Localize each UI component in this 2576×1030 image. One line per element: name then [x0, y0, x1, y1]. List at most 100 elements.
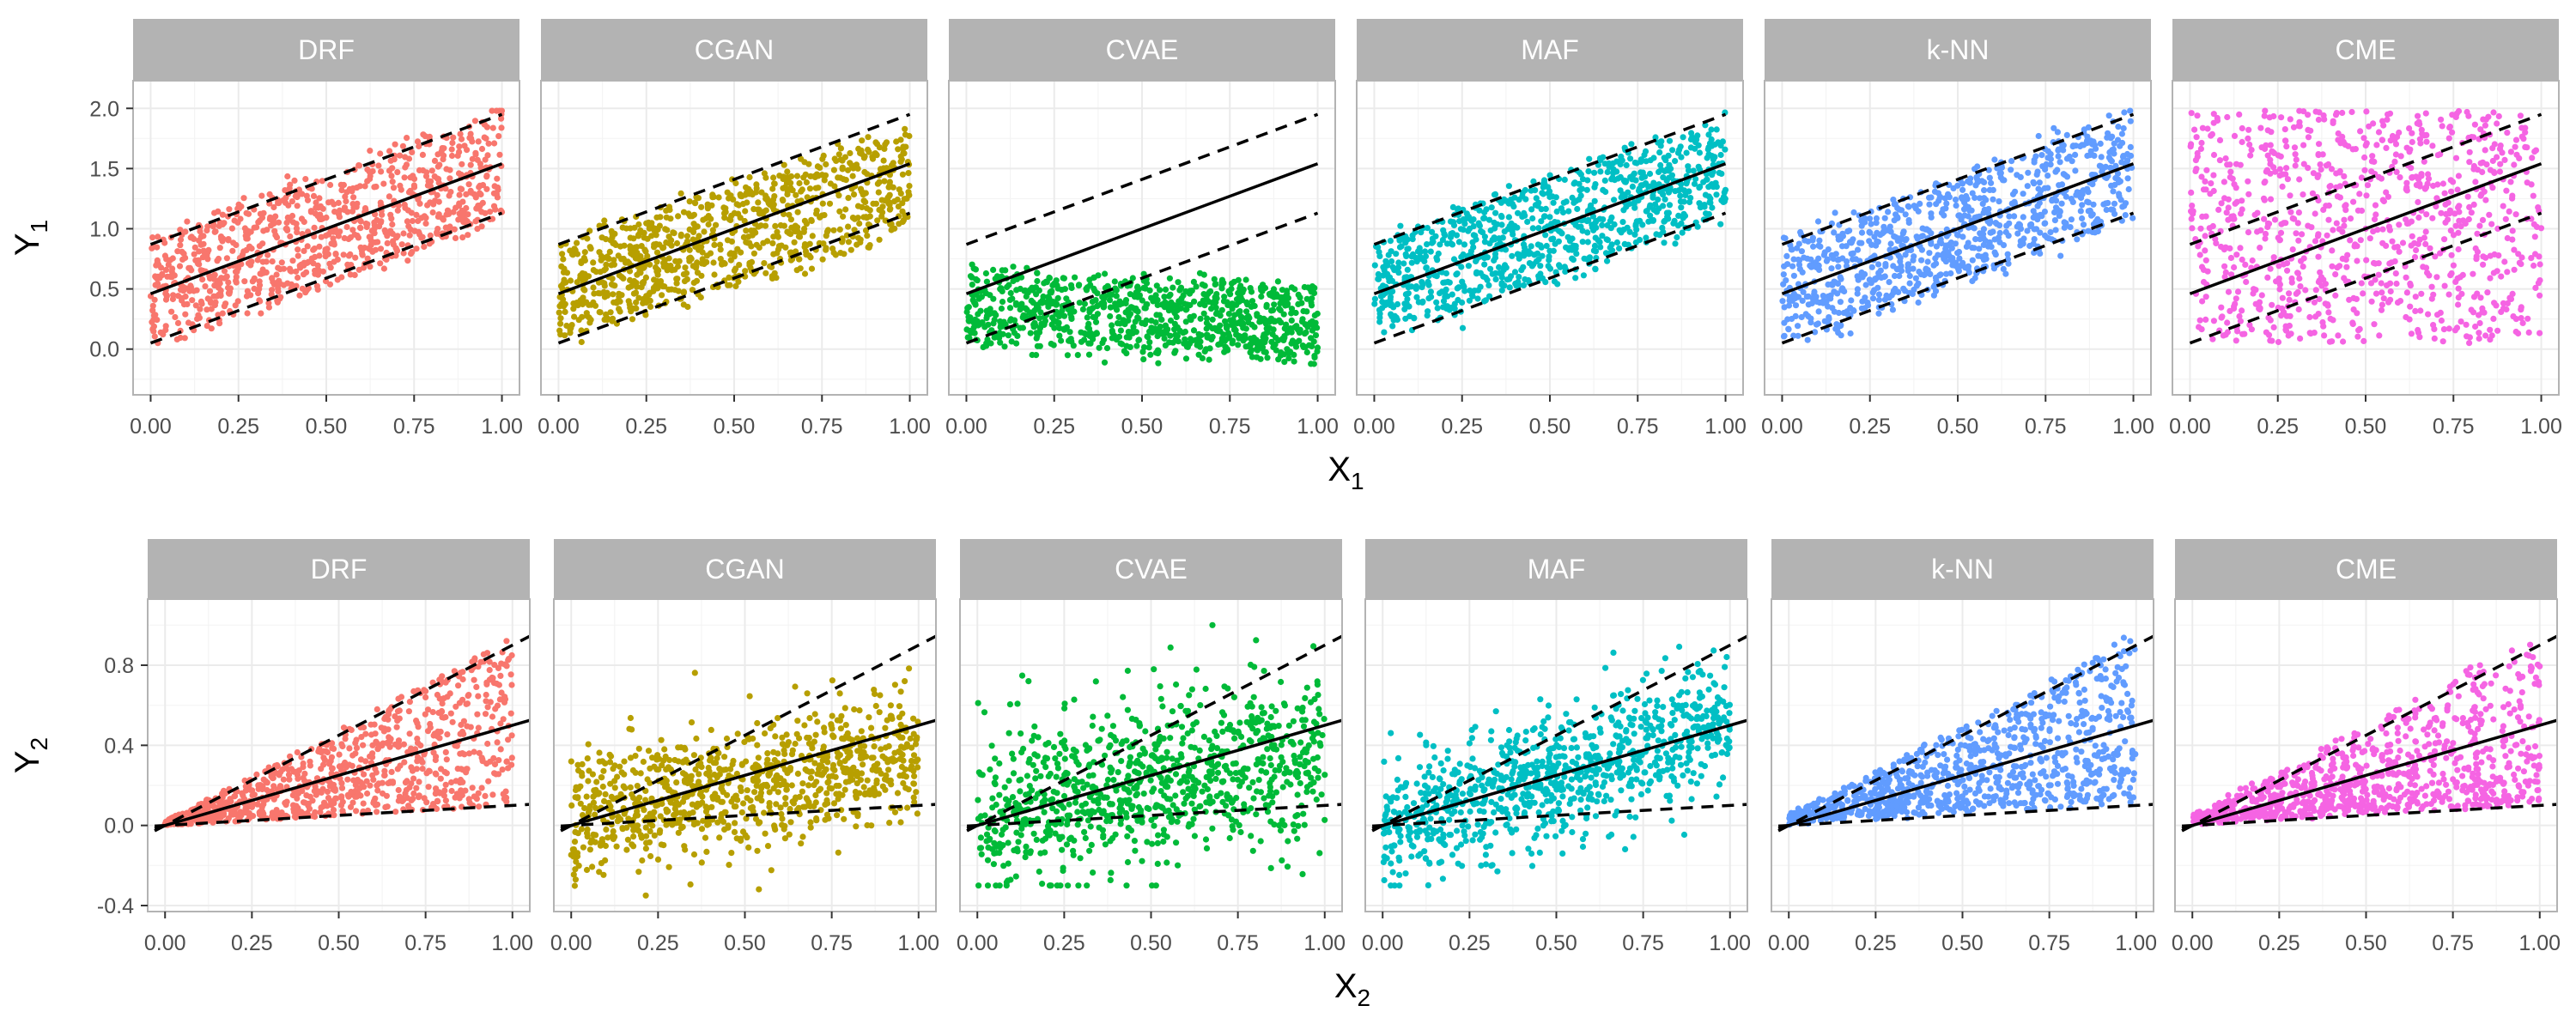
data-point	[686, 246, 693, 253]
data-point	[491, 140, 498, 147]
data-point	[1034, 270, 1041, 276]
data-point	[1171, 302, 1178, 309]
data-point	[1458, 264, 1465, 270]
data-point	[2080, 221, 2087, 228]
data-point	[2084, 198, 2091, 205]
data-point	[1719, 138, 1726, 145]
data-point	[1380, 264, 1387, 270]
data-point	[1792, 302, 1800, 309]
data-point	[1506, 276, 1513, 282]
data-point	[2125, 185, 2132, 193]
data-point	[318, 233, 325, 240]
data-point	[2482, 332, 2489, 339]
data-point	[1217, 322, 1224, 329]
data-point	[839, 166, 846, 173]
data-point	[1862, 294, 1868, 301]
data-point	[1455, 239, 1462, 245]
data-point	[641, 246, 648, 253]
data-point	[603, 311, 610, 318]
data-point	[1928, 210, 1935, 217]
data-point	[997, 324, 1004, 330]
data-point	[1601, 177, 1608, 184]
data-point	[1496, 235, 1503, 242]
data-point	[1933, 260, 1940, 267]
data-point	[1792, 312, 1799, 319]
data-point	[671, 230, 677, 237]
data-point	[1528, 206, 1535, 213]
data-point	[1475, 220, 1482, 227]
data-point	[1053, 301, 1060, 308]
data-point	[409, 217, 416, 225]
data-point	[475, 138, 482, 145]
data-point	[2037, 211, 2044, 218]
data-point	[335, 199, 342, 206]
data-point	[2003, 222, 2010, 229]
data-point	[673, 276, 680, 282]
data-point	[429, 209, 436, 216]
data-point	[1203, 346, 1210, 353]
data-point	[807, 254, 814, 261]
data-point	[1152, 319, 1159, 326]
data-point	[1111, 278, 1118, 285]
data-point	[352, 254, 359, 261]
data-point	[168, 308, 175, 315]
data-point	[1141, 305, 1148, 312]
data-point	[1212, 311, 1220, 318]
data-point	[432, 197, 439, 204]
data-point	[562, 308, 568, 315]
data-point	[2269, 301, 2275, 308]
data-point	[1592, 266, 1599, 273]
data-point	[616, 306, 623, 312]
data-point	[715, 194, 722, 201]
data-point	[697, 294, 704, 301]
data-point	[1660, 203, 1667, 209]
data-point	[1045, 303, 1052, 310]
data-point	[860, 154, 868, 161]
data-point	[244, 310, 251, 317]
data-point	[1491, 191, 1498, 198]
data-point	[1529, 225, 1536, 232]
data-point	[780, 197, 787, 204]
data-point	[163, 293, 170, 300]
data-point	[1848, 297, 1855, 304]
data-point	[1709, 172, 1716, 179]
data-point	[1932, 274, 1939, 282]
data-point	[1959, 186, 1966, 193]
data-point	[1434, 305, 1441, 312]
data-point	[1511, 194, 1518, 201]
data-point	[2378, 306, 2385, 313]
data-point	[332, 251, 339, 258]
data-point	[264, 251, 271, 258]
data-point	[2360, 135, 2367, 142]
data-point	[860, 191, 866, 198]
data-point	[2031, 159, 2038, 166]
data-point	[394, 169, 401, 176]
x-tick-label: 1.00	[889, 415, 931, 439]
data-point	[690, 228, 697, 235]
data-point	[407, 187, 414, 194]
data-point	[743, 239, 750, 245]
data-point	[360, 264, 368, 271]
data-point	[793, 191, 799, 198]
data-point	[495, 133, 502, 140]
data-point	[2000, 242, 2008, 249]
data-point	[1875, 310, 1882, 317]
data-point	[2028, 221, 2035, 227]
data-point	[426, 240, 433, 247]
data-point	[2127, 107, 2134, 114]
data-point	[1678, 154, 1685, 161]
spacer	[107, 46, 545, 81]
data-point	[2466, 148, 2473, 155]
data-point	[808, 217, 815, 224]
data-point	[1953, 202, 1959, 209]
data-point	[836, 226, 843, 233]
data-point	[2127, 118, 2134, 124]
data-point	[854, 165, 861, 172]
data-point	[1629, 183, 1636, 190]
data-point	[762, 174, 769, 181]
data-point	[893, 138, 900, 145]
data-point	[620, 275, 627, 282]
data-point	[1302, 321, 1309, 328]
data-point	[1866, 228, 1873, 235]
data-point	[2292, 162, 2299, 169]
